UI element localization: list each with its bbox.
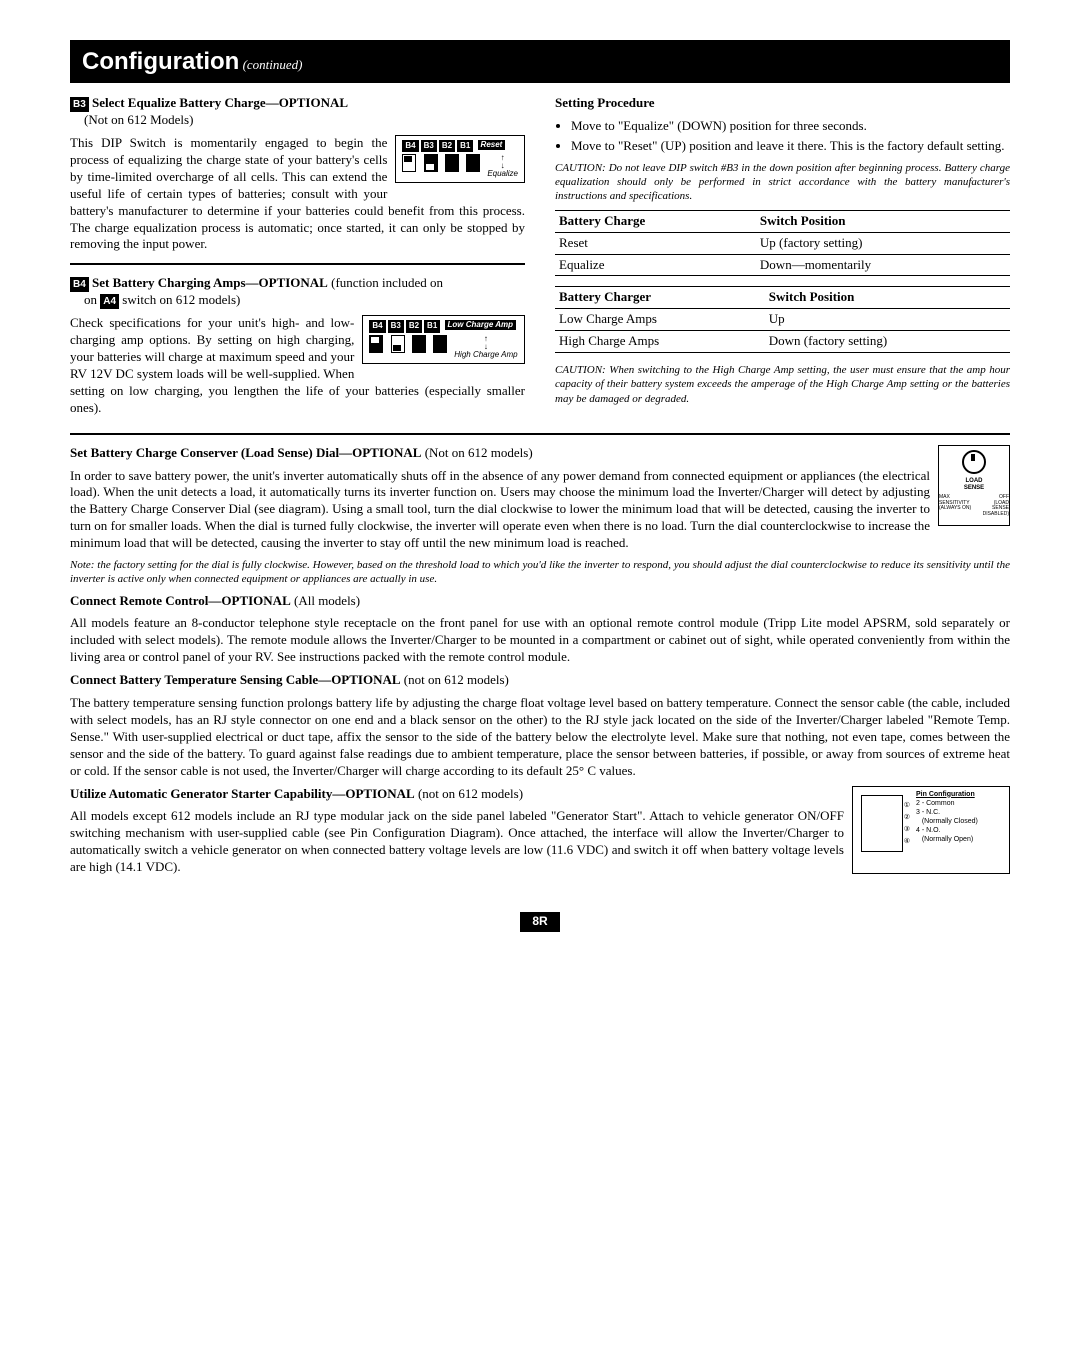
dip-top-label: Low Charge Amp	[445, 320, 516, 330]
conserver-title: Set Battery Charge Conserver (Load Sense…	[70, 445, 421, 460]
table-cell: High Charge Amps	[555, 331, 765, 353]
gen-note: (not on 612 models)	[415, 786, 523, 801]
pin-3: 3 - N.C. (Normally Closed)	[916, 808, 1006, 826]
b4-suffix: (function included on	[328, 275, 443, 290]
b4-tag: B4	[70, 277, 89, 292]
dip-bottom-label: Equalize	[487, 169, 518, 178]
remote-title: Connect Remote Control—OPTIONAL	[70, 593, 291, 608]
page-title: Configuration	[82, 48, 239, 75]
temp-note: (not on 612 models)	[401, 672, 509, 687]
table-header: Battery Charge	[555, 210, 756, 232]
dip-label: B1	[424, 320, 440, 332]
b4-dip-diagram: B4B3B2B1 Low Charge Amp ↑↓High Charge Am…	[362, 315, 525, 363]
conserver-heading: Set Battery Charge Conserver (Load Sense…	[70, 445, 1010, 462]
table-cell: Down—momentarily	[756, 254, 1010, 276]
temp-body: The battery temperature sensing function…	[70, 695, 1010, 779]
pin-2: 2 - Common	[916, 799, 1006, 808]
dip-label: B3	[388, 320, 404, 332]
setting-head: Setting Procedure	[555, 95, 1010, 112]
pin-diagram: ① ② ③ ④ Pin Configuration 2 - Common 3 -…	[852, 786, 1010, 874]
dial-diagram: LOADSENSE MAX SENSITIVITY (ALWAYS ON) OF…	[938, 445, 1010, 526]
pin-title: Pin Configuration	[916, 790, 1006, 799]
dial-right-label: OFF (LOAD SENSE DISABLED)	[983, 495, 1009, 517]
conserver-note: (Not on 612 models)	[421, 445, 532, 460]
table-header: Switch Position	[765, 287, 1010, 309]
dip-label: B2	[439, 140, 455, 152]
dip-label: B4	[402, 140, 418, 152]
table-header: Battery Charger	[555, 287, 765, 309]
table-header: Switch Position	[756, 210, 1010, 232]
b3-note: (Not on 612 Models)	[84, 112, 193, 127]
caution-2: CAUTION: When switching to the High Char…	[555, 363, 1010, 406]
table-cell: Equalize	[555, 254, 756, 276]
b3-dip-diagram: B4B3B2B1 Reset ↑↓Equalize	[395, 135, 525, 183]
divider	[70, 433, 1010, 435]
table-cell: Reset	[555, 232, 756, 254]
table-cell: Up	[765, 309, 1010, 331]
temp-title: Connect Battery Temperature Sensing Cabl…	[70, 672, 401, 687]
pin-4: 4 - N.O. (Normally Open)	[916, 826, 1006, 844]
page-number: 8R	[520, 912, 560, 932]
remote-body: All models feature an 8-conductor teleph…	[70, 615, 1010, 666]
table-cell: Down (factory setting)	[765, 331, 1010, 353]
dip-top-label: Reset	[478, 140, 506, 150]
b4-suffix2: switch on 612 models)	[119, 292, 240, 307]
setting-bullet-2: Move to "Reset" (UP) position and leave …	[571, 138, 1010, 155]
dial-left-label: MAX SENSITIVITY (ALWAYS ON)	[939, 495, 971, 517]
divider	[70, 263, 525, 265]
gen-title: Utilize Automatic Generator Starter Capa…	[70, 786, 415, 801]
battery-charger-table: Battery ChargerSwitch Position Low Charg…	[555, 286, 1010, 353]
conserver-note-2: Note: the factory setting for the dial i…	[70, 558, 1010, 587]
b3-title: Select Equalize Battery Charge—OPTIONAL	[92, 95, 348, 110]
setting-bullet-1: Move to "Equalize" (DOWN) position for t…	[571, 118, 1010, 135]
b4-heading: B4 Set Battery Charging Amps—OPTIONAL (f…	[70, 275, 525, 309]
b3-heading: B3 Select Equalize Battery Charge—OPTION…	[70, 95, 525, 129]
setting-bullets: Move to "Equalize" (DOWN) position for t…	[555, 118, 1010, 155]
battery-charge-table: Battery ChargeSwitch Position ResetUp (f…	[555, 210, 1010, 277]
dip-label: B4	[369, 320, 385, 332]
dip-label: B2	[406, 320, 422, 332]
dip-label: B3	[421, 140, 437, 152]
title-bar: Configuration (continued)	[70, 40, 1010, 83]
a4-tag: A4	[100, 294, 119, 309]
dip-label: B1	[457, 140, 473, 152]
b4-title: Set Battery Charging Amps—OPTIONAL	[92, 275, 328, 290]
dip-bottom-label: High Charge Amp	[454, 350, 517, 359]
table-cell: Low Charge Amps	[555, 309, 765, 331]
table-cell: Up (factory setting)	[756, 232, 1010, 254]
remote-heading: Connect Remote Control—OPTIONAL (All mod…	[70, 593, 1010, 610]
caution-1: CAUTION: Do not leave DIP switch #B3 in …	[555, 161, 1010, 204]
remote-note: (All models)	[291, 593, 360, 608]
page-subtitle: (continued)	[243, 57, 303, 72]
b3-tag: B3	[70, 97, 89, 112]
conserver-body: In order to save battery power, the unit…	[70, 468, 1010, 552]
temp-heading: Connect Battery Temperature Sensing Cabl…	[70, 672, 1010, 689]
